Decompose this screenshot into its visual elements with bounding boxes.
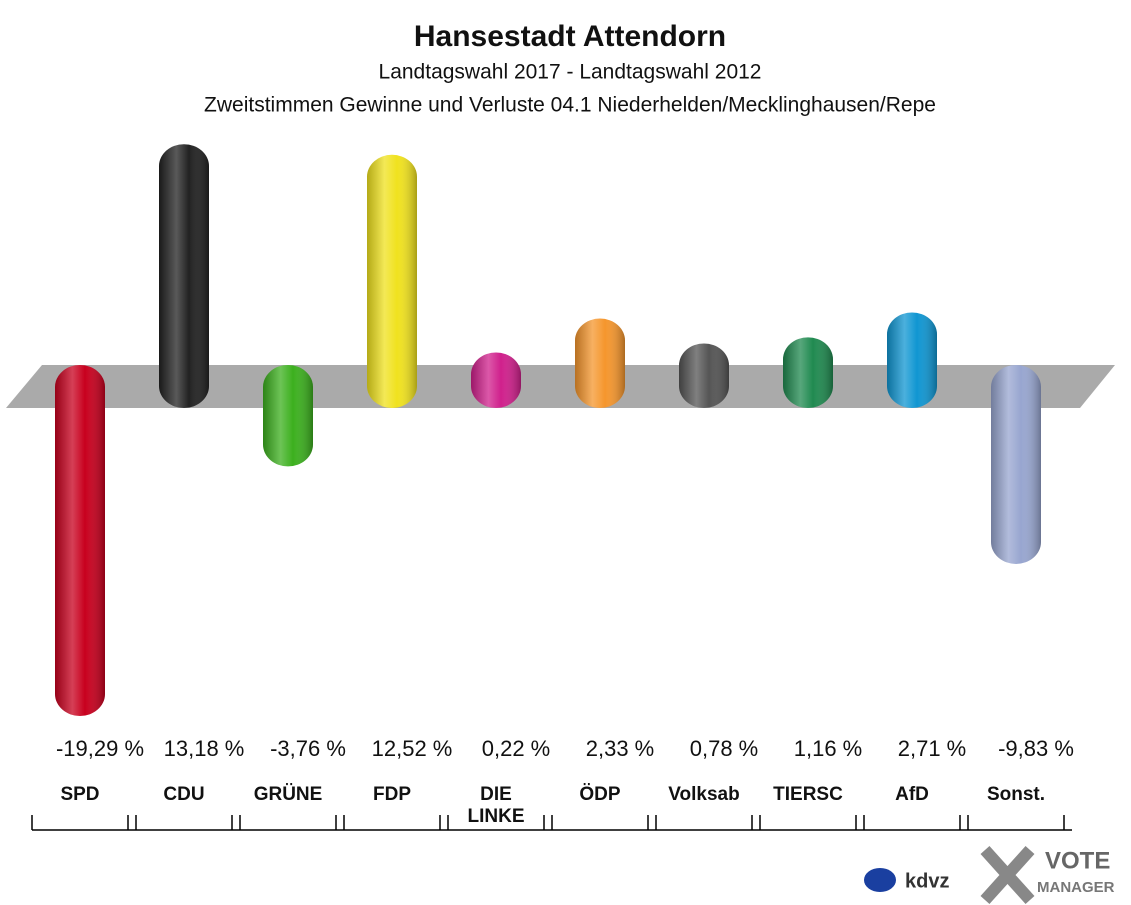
logo-dot	[864, 868, 896, 892]
bar-shine	[575, 318, 625, 408]
bar-shine	[55, 365, 105, 716]
bar-shine	[783, 337, 833, 408]
value-label: 2,33 %	[586, 736, 655, 761]
chart-title: Hansestadt Attendorn	[414, 20, 726, 53]
bar-shine	[887, 312, 937, 408]
bar-shine	[263, 365, 313, 467]
bar-shine	[159, 144, 209, 408]
logo: kdvz VOTE MANAGER	[864, 845, 1115, 905]
x-tick-label: TIERSC	[773, 784, 843, 805]
bar-shine	[991, 365, 1041, 564]
x-tick-label: AfD	[895, 784, 929, 805]
x-tick-label: Volksab	[668, 784, 739, 805]
x-tick-label: FDP	[373, 784, 411, 805]
x-tick-label: DIE LINKE	[468, 784, 525, 827]
bar-shine	[471, 352, 521, 408]
bars	[55, 144, 1041, 716]
x-tick-label: CDU	[163, 784, 204, 805]
x-tick-label: GRÜNE	[254, 784, 323, 805]
chart-subtitle: Landtagswahl 2017 - Landtagswahl 2012	[379, 61, 762, 84]
value-label: -19,29 %	[56, 736, 144, 761]
logo-brand: kdvz	[905, 870, 949, 892]
x-tick-label: Sonst.	[987, 784, 1045, 805]
x-tick-label: ÖDP	[579, 784, 621, 805]
value-label: 13,18 %	[164, 736, 245, 761]
logo-cross	[980, 845, 1035, 905]
logo-manager: MANAGER	[1037, 879, 1115, 896]
value-label: 12,52 %	[372, 736, 453, 761]
x-tick-label: SPD	[60, 784, 99, 805]
bar-shine	[367, 154, 417, 408]
value-label: 1,16 %	[794, 736, 863, 761]
logo-vote: VOTE	[1045, 847, 1110, 874]
value-label: 0,22 %	[482, 736, 551, 761]
chart-subtitle: Zweitstimmen Gewinne und Verluste 04.1 N…	[204, 94, 936, 117]
bar-shine	[679, 343, 729, 408]
value-label: 2,71 %	[898, 736, 967, 761]
value-label: -9,83 %	[998, 736, 1074, 761]
value-label: 0,78 %	[690, 736, 759, 761]
value-label: -3,76 %	[270, 736, 346, 761]
